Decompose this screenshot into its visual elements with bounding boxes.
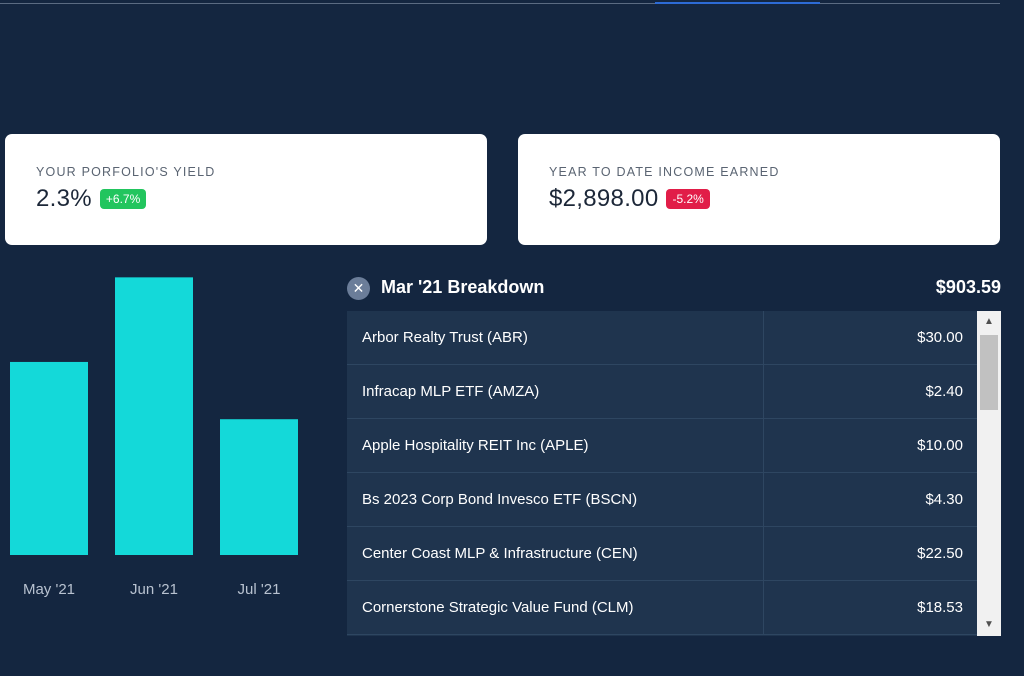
holding-amount: $30.00 (917, 329, 963, 346)
income-value-row: $2,898.00 -5.2% (549, 185, 710, 213)
scroll-thumb[interactable] (980, 335, 998, 410)
breakdown-total: $903.59 (935, 277, 1001, 297)
income-value: $2,898.00 (549, 185, 659, 212)
yield-value: 2.3% (36, 185, 92, 212)
scroll-down-icon[interactable]: ▼ (984, 619, 994, 630)
holding-name: Cornerstone Strategic Value Fund (CLM) (347, 581, 764, 634)
holding-amount: $10.00 (917, 437, 963, 454)
table-row[interactable]: Infracap MLP ETF (AMZA) $2.40 (347, 365, 977, 419)
scrollbar[interactable]: ▲ ▼ (977, 311, 1001, 636)
active-tab-indicator (655, 2, 820, 4)
x-tick-label: Jul '21 (238, 581, 281, 598)
monthly-income-chart: May '21 Jun '21 Jul '21 (10, 277, 298, 598)
scroll-up-icon[interactable]: ▲ (984, 316, 994, 327)
yield-label: YOUR PORFOLIO'S YIELD (36, 165, 216, 179)
holding-name: Center Coast MLP & Infrastructure (CEN) (347, 527, 764, 580)
bar-2[interactable] (220, 419, 298, 555)
ytd-income-card: YEAR TO DATE INCOME EARNED $2,898.00 -5.… (518, 134, 1000, 245)
yield-value-row: 2.3% +6.7% (36, 185, 147, 213)
holding-amount: $2.40 (925, 383, 963, 400)
breakdown-header: ✕ Mar '21 Breakdown $903.59 (347, 276, 1001, 302)
breakdown-table[interactable]: Arbor Realty Trust (ABR) $30.00 Infracap M… (347, 311, 1001, 636)
holding-amount: $18.53 (917, 599, 963, 616)
table-row[interactable]: Arbor Realty Trust (ABR) $30.00 (347, 311, 977, 365)
portfolio-yield-card: YOUR PORFOLIO'S YIELD 2.3% +6.7% (5, 134, 487, 245)
breakdown-title: Mar '21 Breakdown (381, 277, 545, 297)
top-divider (0, 3, 1000, 4)
holding-name: Apple Hospitality REIT Inc (APLE) (347, 419, 764, 472)
holding-name: Arbor Realty Trust (ABR) (347, 311, 764, 364)
holding-amount: $4.30 (925, 491, 963, 508)
x-tick-label: Jun '21 (130, 581, 178, 598)
income-change-badge: -5.2% (666, 189, 710, 209)
table-row[interactable]: Apple Hospitality REIT Inc (APLE) $10.00 (347, 419, 977, 473)
bar-0[interactable] (10, 361, 88, 555)
holding-name: Bs 2023 Corp Bond Invesco ETF (BSCN) (347, 473, 764, 526)
table-row[interactable]: Bs 2023 Corp Bond Invesco ETF (BSCN) $4.3… (347, 473, 977, 527)
close-icon[interactable]: ✕ (347, 277, 370, 300)
bar-1[interactable] (115, 277, 193, 555)
holding-name: Infracap MLP ETF (AMZA) (347, 365, 764, 418)
yield-change-badge: +6.7% (99, 189, 147, 209)
x-tick-label: May '21 (23, 581, 75, 598)
table-row[interactable]: Cornerstone Strategic Value Fund (CLM) $1… (347, 581, 977, 635)
income-label: YEAR TO DATE INCOME EARNED (549, 165, 780, 179)
breakdown-rows: Arbor Realty Trust (ABR) $30.00 Infracap M… (347, 311, 977, 635)
holding-amount: $22.50 (917, 545, 963, 562)
table-row[interactable]: Center Coast MLP & Infrastructure (CEN) $… (347, 527, 977, 581)
